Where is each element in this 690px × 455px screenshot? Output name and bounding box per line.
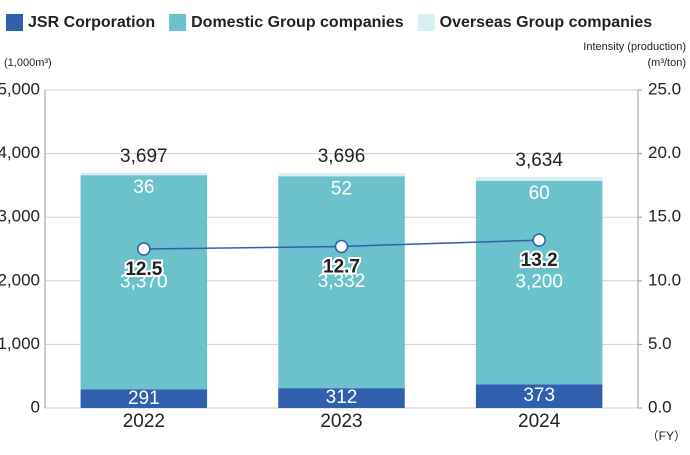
- y2-tick-label: 0.0: [648, 397, 672, 416]
- line-value-label: 13.2: [521, 250, 558, 271]
- value-label: 3,200: [515, 272, 563, 293]
- legend-label: Overseas Group companies: [440, 14, 653, 31]
- y-tick-label: 3,000: [0, 207, 40, 226]
- y2-tick-label: 5.0: [648, 334, 672, 353]
- line-marker: [137, 242, 151, 256]
- x-tick-label: 2023: [320, 411, 362, 432]
- x-tick-label: 2022: [123, 411, 165, 432]
- bar-segment: [475, 180, 603, 385]
- line-marker: [532, 233, 546, 247]
- value-label: 373: [523, 385, 555, 406]
- bar-segment: [475, 384, 603, 408]
- bar-segment: [80, 172, 208, 176]
- x-tick-label: 2024: [518, 411, 561, 432]
- y2-unit: (m³/ton): [648, 57, 687, 69]
- x-unit: （FY）: [647, 429, 686, 443]
- total-label: 3,634: [515, 150, 563, 171]
- legend-swatch: [417, 14, 435, 31]
- bar-segment: [475, 176, 603, 181]
- y-tick-label: 2,000: [0, 270, 40, 289]
- value-label: 3,332: [318, 271, 366, 292]
- y2-tick-label: 10.0: [648, 270, 681, 289]
- y-tick-label: 5,000: [0, 79, 40, 98]
- value-label: 60: [529, 183, 550, 204]
- y2-label: Intensity (production): [583, 41, 686, 53]
- y2-tick-label: 20.0: [648, 143, 681, 162]
- bar-segment: [278, 388, 405, 408]
- bar-segment: [80, 389, 208, 408]
- y-tick-label: 0: [31, 397, 40, 416]
- total-label: 3,697: [120, 146, 168, 167]
- value-label: 3,370: [120, 271, 168, 292]
- total-label: 3,696: [318, 146, 366, 167]
- line-marker: [334, 239, 349, 254]
- line-value-label: 12.7: [323, 256, 360, 277]
- y2-tick-label: 15.0: [648, 207, 681, 226]
- y2-tick-label: 25.0: [648, 79, 681, 98]
- legend-swatch: [169, 14, 187, 31]
- value-label: 312: [326, 387, 358, 408]
- value-label: 36: [133, 177, 154, 198]
- legend-swatch: [6, 14, 23, 31]
- bar-segment: [80, 175, 208, 390]
- y-unit: (1,000m³): [4, 57, 52, 69]
- legend-label: Domestic Group companies: [191, 14, 404, 31]
- y-tick-label: 1,000: [0, 334, 40, 353]
- bar-segment: [278, 172, 405, 177]
- value-label: 291: [128, 388, 160, 409]
- bar-segment: [278, 176, 405, 389]
- y-tick-label: 4,000: [0, 143, 40, 162]
- legend-label: JSR Corporation: [28, 14, 155, 31]
- value-label: 52: [331, 178, 352, 199]
- line-value-label: 12.5: [125, 259, 162, 280]
